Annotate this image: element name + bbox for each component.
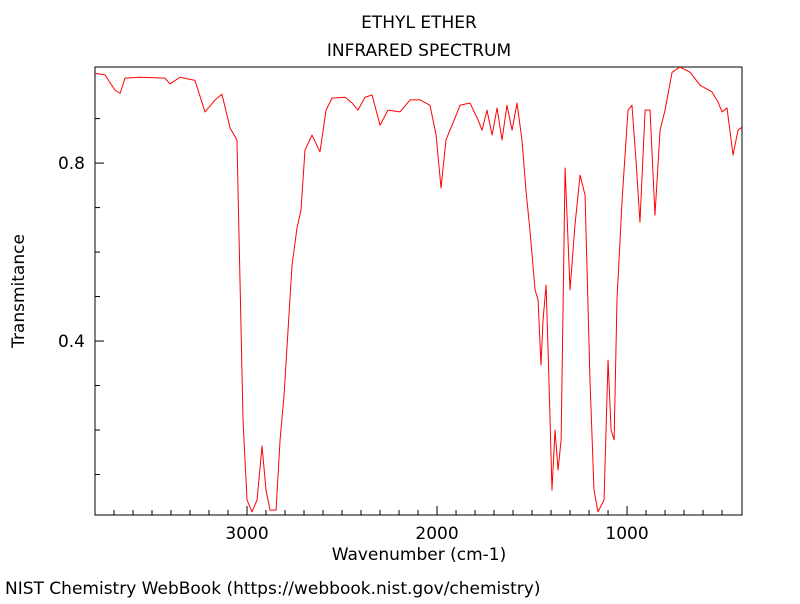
source-note: NIST Chemistry WebBook (https://webbook.… (5, 579, 540, 599)
x-tick-label: 2000 (415, 524, 458, 544)
plot-area (95, 67, 742, 513)
y-tick-label: 0.4 (58, 332, 85, 352)
chart-title: ETHYL ETHER (361, 13, 477, 33)
y-axis-label: Transmitance (9, 234, 29, 349)
x-tick-label: 1000 (605, 524, 648, 544)
y-tick-label: 0.8 (58, 154, 85, 174)
x-tick-label: 3000 (225, 524, 268, 544)
chart-subtitle: INFRARED SPECTRUM (327, 41, 511, 61)
spectrum-line (95, 67, 742, 513)
plot-frame (94, 66, 743, 516)
x-axis-label: Wavenumber (cm-1) (332, 545, 507, 565)
